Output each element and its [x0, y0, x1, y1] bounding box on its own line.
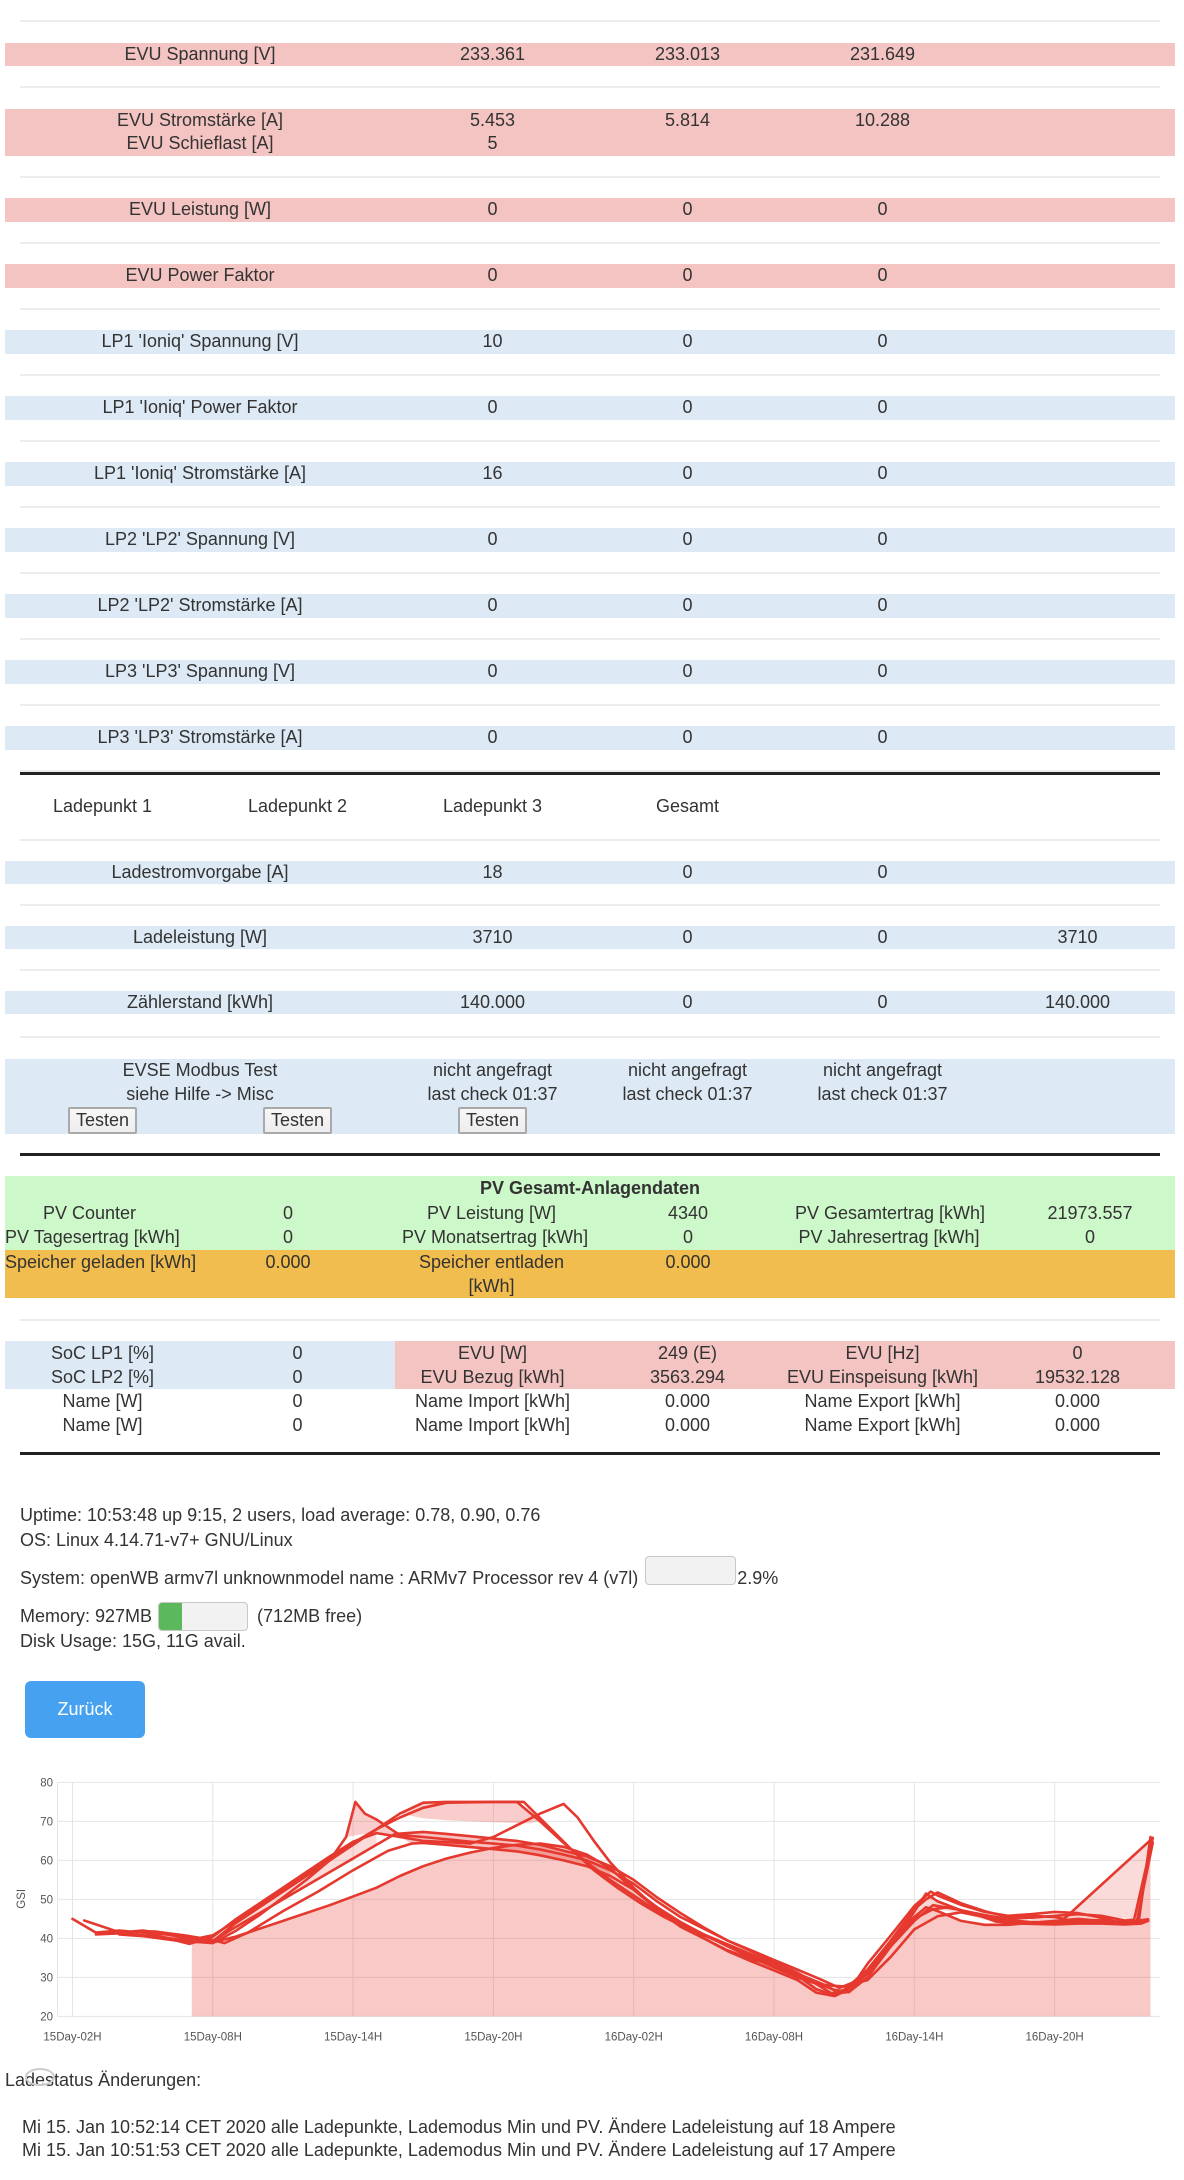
svg-text:16Day-08H: 16Day-08H [745, 2032, 803, 2044]
svg-text:15Day-14H: 15Day-14H [324, 2032, 382, 2044]
svg-text:16Day-02H: 16Day-02H [605, 2032, 663, 2044]
svg-text:15Day-08H: 15Day-08H [184, 2032, 242, 2044]
svg-text:15Day-20H: 15Day-20H [464, 2032, 522, 2044]
svg-text:20: 20 [40, 2012, 53, 2024]
svg-text:70: 70 [40, 1817, 53, 1829]
svg-text:40: 40 [40, 1934, 53, 1946]
svg-text:16Day-20H: 16Day-20H [1026, 2032, 1084, 2044]
svg-text:30: 30 [40, 1973, 53, 1985]
svg-text:16Day-14H: 16Day-14H [885, 2032, 943, 2044]
svg-text:15Day-02H: 15Day-02H [43, 2032, 101, 2044]
svg-text:60: 60 [40, 1856, 53, 1868]
svg-text:GSI: GSI [16, 1889, 28, 1909]
svg-text:50: 50 [40, 1895, 53, 1907]
svg-text:80: 80 [40, 1778, 53, 1790]
